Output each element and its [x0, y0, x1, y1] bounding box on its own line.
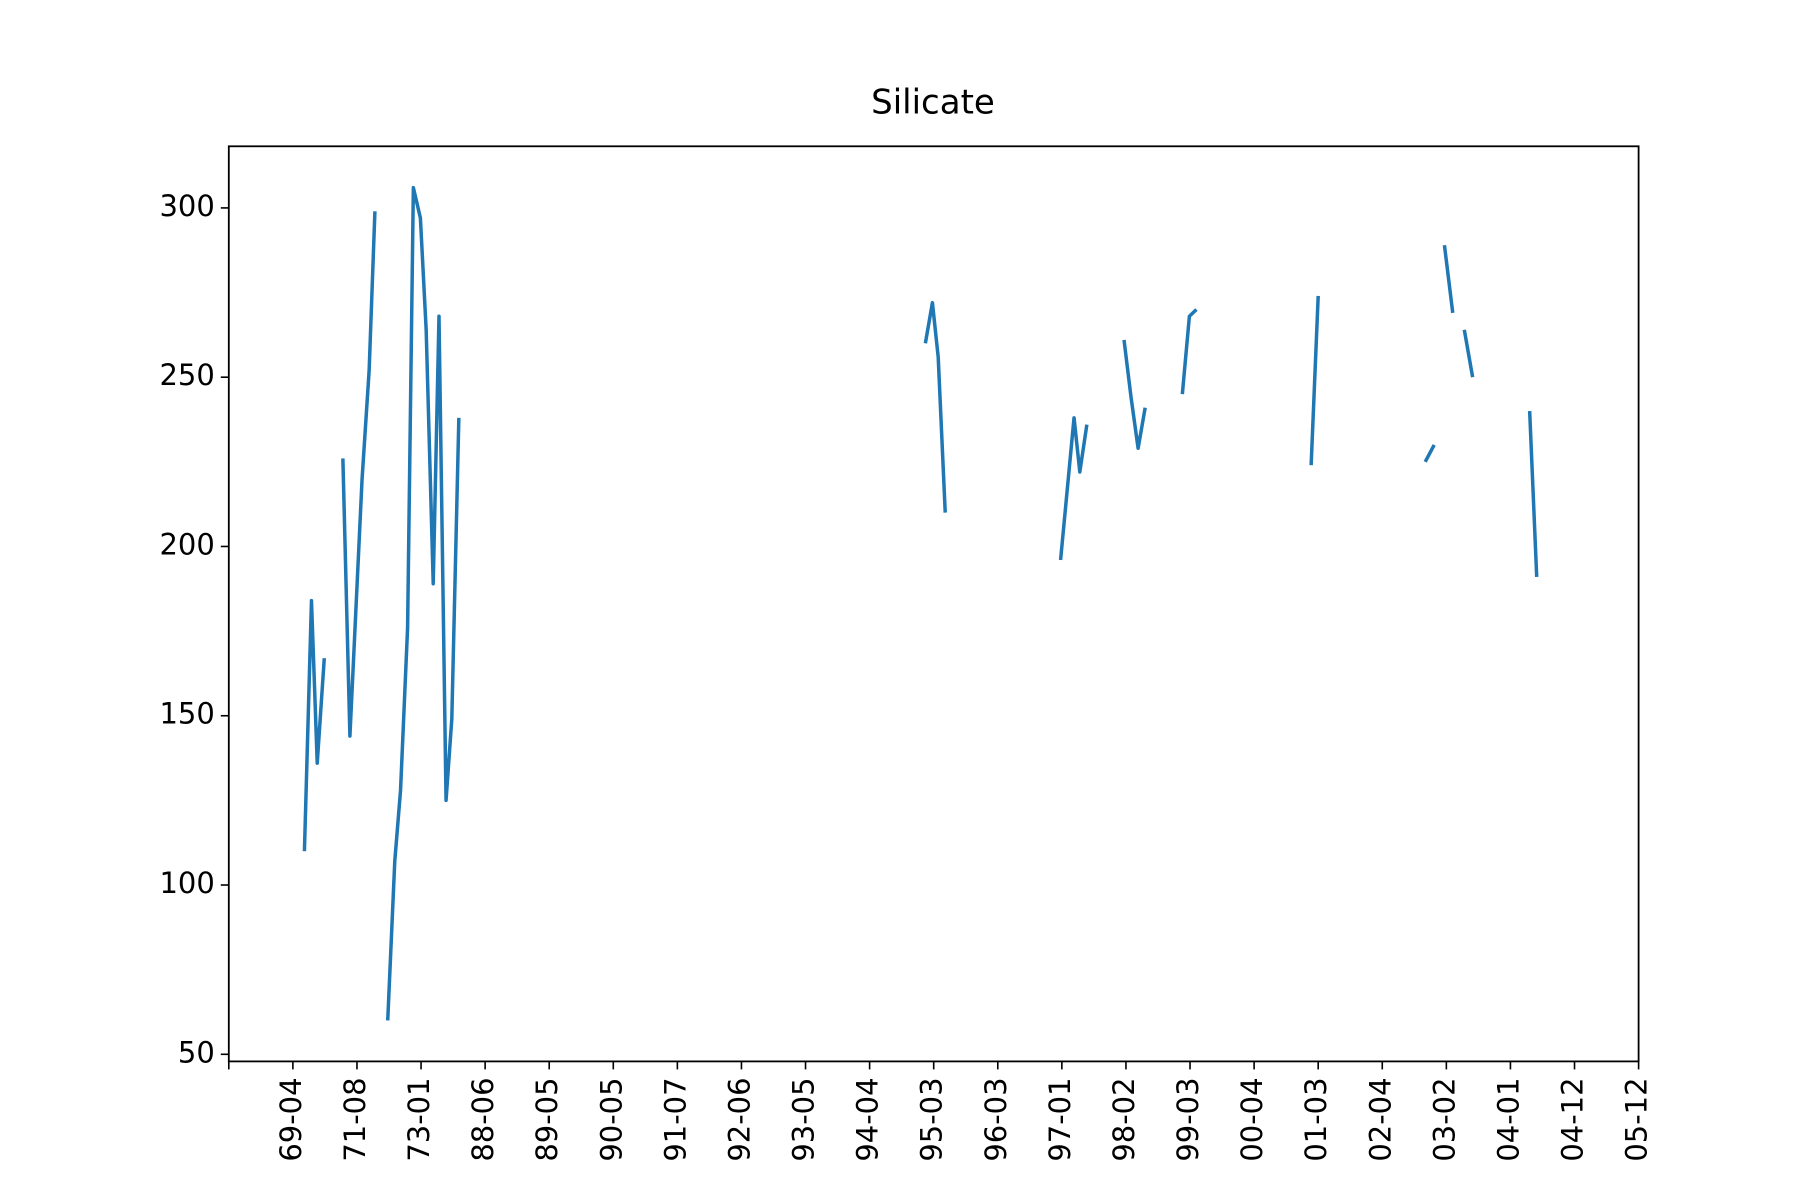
x-tick-label: 73-01: [402, 1077, 436, 1161]
x-tick-label: 96-03: [979, 1077, 1013, 1161]
x-tick-label: 99-03: [1171, 1077, 1205, 1161]
x-tick-label: 04-12: [1556, 1077, 1590, 1161]
x-tick-label: 89-05: [530, 1077, 564, 1161]
x-tick-label: 00-04: [1235, 1077, 1269, 1161]
y-tick-label: 50: [178, 1035, 215, 1069]
x-tick-label: 88-06: [466, 1077, 500, 1161]
data-line: [302, 185, 1539, 1021]
x-tick-label: 01-03: [1299, 1077, 1333, 1161]
x-tick-label: 69-04: [274, 1077, 308, 1161]
x-tick-label: 05-12: [1620, 1077, 1654, 1161]
y-tick-label: 250: [159, 358, 214, 392]
x-tick-label: 04-01: [1491, 1077, 1525, 1161]
plot-frame: [227, 145, 1640, 1063]
x-tick-label: 98-02: [1107, 1077, 1141, 1161]
x-tick-label: 03-02: [1427, 1077, 1461, 1161]
x-tick-label: 94-04: [851, 1077, 885, 1161]
x-tick-label: 93-05: [787, 1077, 821, 1161]
y-tick-label: 150: [159, 697, 214, 731]
y-tick-label: 300: [159, 189, 214, 223]
x-tick-label: 92-06: [722, 1077, 756, 1161]
y-tick-label: 200: [159, 527, 214, 561]
x-tick-label: 97-01: [1043, 1077, 1077, 1161]
y-tick-label: 100: [159, 866, 214, 900]
x-tick-label: 90-05: [594, 1077, 628, 1161]
x-tick-label: 95-03: [915, 1077, 949, 1161]
x-tick-label: 02-04: [1363, 1077, 1397, 1161]
chart-title: Silicate: [871, 83, 995, 123]
x-tick-label: 91-07: [658, 1077, 692, 1161]
x-tick-label: 71-08: [338, 1077, 372, 1161]
